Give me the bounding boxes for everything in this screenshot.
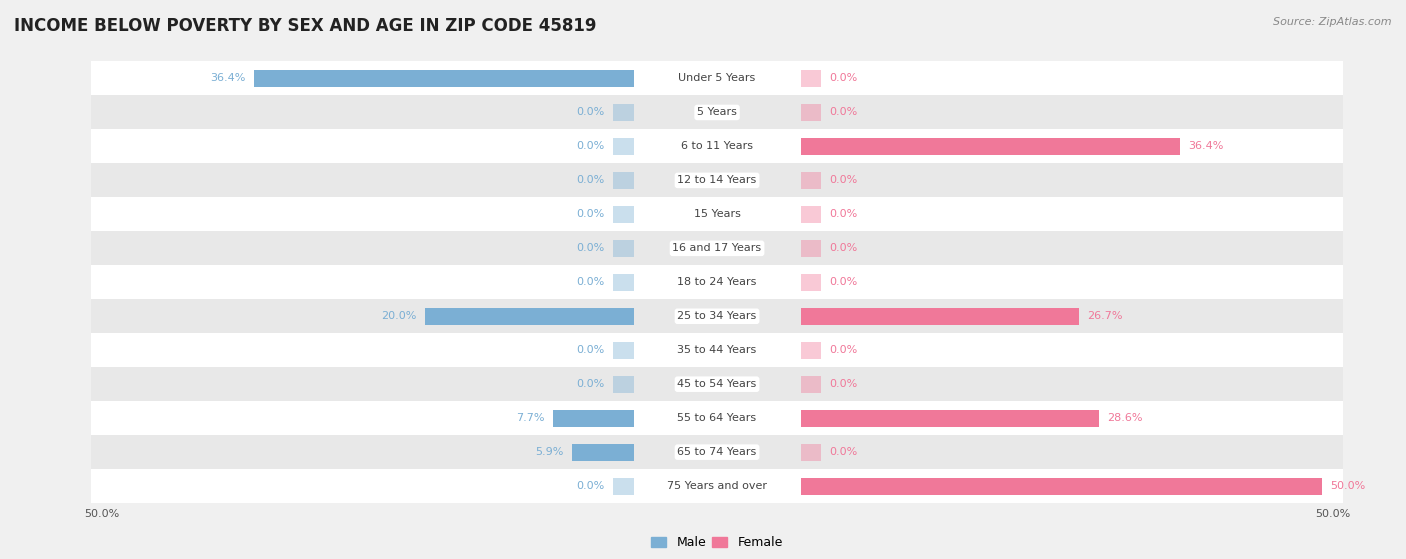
Text: 20.0%: 20.0%	[381, 311, 416, 321]
Text: 36.4%: 36.4%	[209, 73, 246, 83]
Bar	[800, 172, 821, 189]
Bar	[800, 274, 821, 291]
Text: 50.0%: 50.0%	[1330, 481, 1365, 491]
Bar	[91, 469, 1343, 503]
Bar	[613, 138, 634, 155]
Bar	[91, 435, 1343, 469]
Text: 0.0%: 0.0%	[576, 277, 605, 287]
Bar	[800, 70, 821, 87]
Bar	[613, 172, 634, 189]
Bar	[613, 240, 634, 257]
Text: 0.0%: 0.0%	[830, 73, 858, 83]
Bar	[800, 138, 1180, 155]
Text: 28.6%: 28.6%	[1107, 413, 1143, 423]
Bar	[91, 333, 1343, 367]
Text: 25 to 34 Years: 25 to 34 Years	[678, 311, 756, 321]
Text: 5.9%: 5.9%	[536, 447, 564, 457]
Bar	[800, 240, 821, 257]
Bar	[800, 104, 821, 121]
Text: 45 to 54 Years: 45 to 54 Years	[678, 379, 756, 389]
Bar	[800, 376, 821, 392]
Text: INCOME BELOW POVERTY BY SEX AND AGE IN ZIP CODE 45819: INCOME BELOW POVERTY BY SEX AND AGE IN Z…	[14, 17, 596, 35]
Bar	[800, 308, 1078, 325]
Bar	[91, 401, 1343, 435]
Bar	[572, 444, 634, 461]
Text: 0.0%: 0.0%	[576, 481, 605, 491]
Text: 7.7%: 7.7%	[516, 413, 546, 423]
Bar	[613, 104, 634, 121]
Text: 0.0%: 0.0%	[576, 210, 605, 219]
Text: 0.0%: 0.0%	[830, 379, 858, 389]
Text: 6 to 11 Years: 6 to 11 Years	[681, 141, 754, 151]
Text: 16 and 17 Years: 16 and 17 Years	[672, 243, 762, 253]
Bar	[800, 477, 1322, 495]
Bar	[91, 367, 1343, 401]
Text: Source: ZipAtlas.com: Source: ZipAtlas.com	[1274, 17, 1392, 27]
Bar	[554, 410, 634, 427]
Text: 36.4%: 36.4%	[1188, 141, 1225, 151]
Bar	[91, 197, 1343, 231]
Bar	[800, 444, 821, 461]
Bar	[425, 308, 634, 325]
Text: 0.0%: 0.0%	[830, 447, 858, 457]
Text: 0.0%: 0.0%	[576, 141, 605, 151]
Bar	[800, 206, 821, 223]
Bar	[800, 342, 821, 359]
Bar	[613, 376, 634, 392]
Text: 55 to 64 Years: 55 to 64 Years	[678, 413, 756, 423]
Text: 75 Years and over: 75 Years and over	[666, 481, 768, 491]
Text: 65 to 74 Years: 65 to 74 Years	[678, 447, 756, 457]
Bar	[91, 231, 1343, 266]
Text: 0.0%: 0.0%	[830, 243, 858, 253]
Bar	[254, 70, 634, 87]
Text: 0.0%: 0.0%	[576, 379, 605, 389]
Bar	[91, 130, 1343, 163]
Bar	[613, 274, 634, 291]
Text: 0.0%: 0.0%	[830, 107, 858, 117]
Text: 0.0%: 0.0%	[576, 176, 605, 186]
Text: 0.0%: 0.0%	[576, 345, 605, 355]
Text: 0.0%: 0.0%	[830, 345, 858, 355]
Bar	[613, 477, 634, 495]
Text: 0.0%: 0.0%	[830, 176, 858, 186]
Text: 5 Years: 5 Years	[697, 107, 737, 117]
Text: 35 to 44 Years: 35 to 44 Years	[678, 345, 756, 355]
Text: 0.0%: 0.0%	[830, 210, 858, 219]
Bar	[91, 96, 1343, 130]
Text: 12 to 14 Years: 12 to 14 Years	[678, 176, 756, 186]
Bar	[91, 163, 1343, 197]
Bar	[91, 299, 1343, 333]
Text: Under 5 Years: Under 5 Years	[679, 73, 755, 83]
Text: 15 Years: 15 Years	[693, 210, 741, 219]
Bar	[613, 342, 634, 359]
Text: 0.0%: 0.0%	[576, 107, 605, 117]
Text: 0.0%: 0.0%	[830, 277, 858, 287]
Text: 18 to 24 Years: 18 to 24 Years	[678, 277, 756, 287]
Text: 0.0%: 0.0%	[576, 243, 605, 253]
Bar	[91, 266, 1343, 299]
Text: 26.7%: 26.7%	[1087, 311, 1123, 321]
Bar	[800, 410, 1099, 427]
Bar	[613, 206, 634, 223]
Bar	[91, 61, 1343, 96]
Legend: Male, Female: Male, Female	[647, 531, 787, 555]
